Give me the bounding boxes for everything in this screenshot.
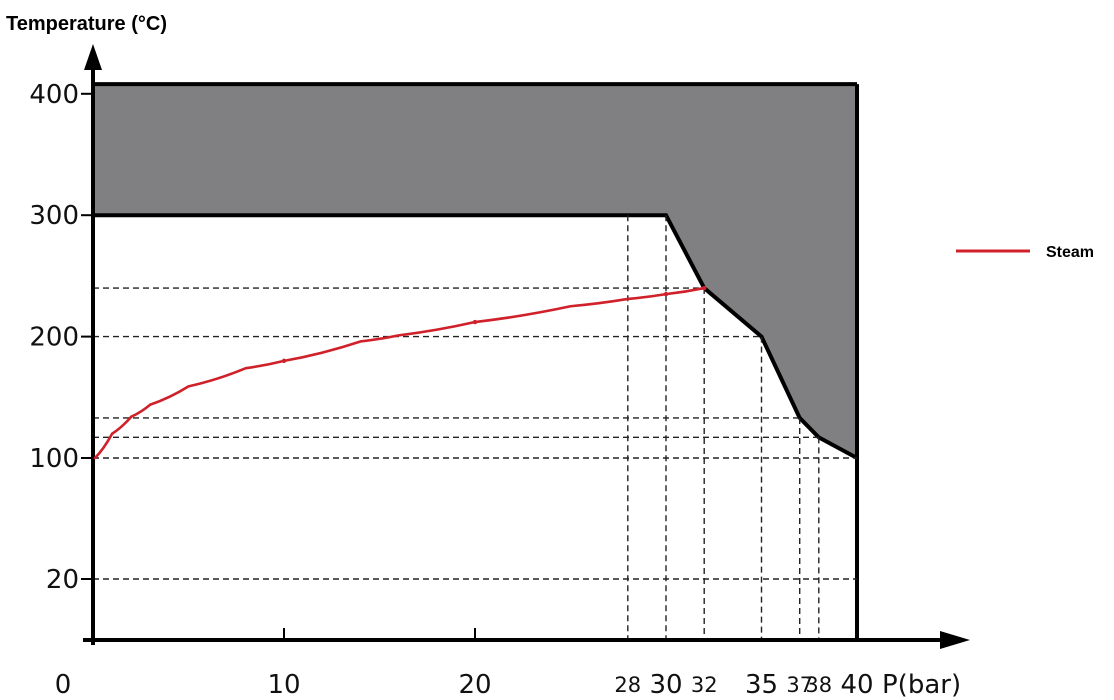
x-tick-label-32: 32	[691, 673, 718, 697]
y-tick-label-300: 300	[29, 201, 79, 231]
x-tick-label-30: 30	[649, 670, 682, 700]
y-tick-label-20: 20	[46, 565, 79, 595]
x-axis-title: P(bar)	[882, 670, 961, 700]
limit-region	[93, 82, 859, 640]
series-point	[472, 319, 478, 325]
y-tick-label-100: 100	[29, 444, 79, 474]
x-tick-label-10: 10	[267, 670, 300, 700]
limit-region-fill	[93, 84, 857, 458]
series-point	[281, 358, 287, 364]
y-axis-title: Temperature (°C)	[6, 13, 167, 35]
x-tick-label-20: 20	[458, 670, 491, 700]
y-tick-label-400: 400	[29, 80, 79, 110]
y-axis-arrow	[84, 44, 102, 70]
series-line-steam	[93, 286, 706, 460]
x-tick-label-38: 38	[805, 673, 832, 697]
x-tick-label-37: 37	[786, 673, 813, 697]
x-tick-label-28: 28	[614, 673, 641, 697]
x-tick-label-0: 0	[55, 670, 72, 700]
reference-lines	[93, 215, 857, 640]
legend-label-steam: Steam	[1046, 244, 1094, 261]
x-axis-arrow	[940, 631, 970, 649]
series-point	[663, 291, 669, 297]
y-tick-label-200: 200	[29, 323, 79, 353]
x-tick-label-40: 40	[840, 670, 873, 700]
x-tick-label-35: 35	[745, 670, 778, 700]
legend: Steam	[956, 244, 1094, 261]
series-layer	[93, 285, 707, 460]
series-point	[702, 285, 707, 291]
axes	[81, 44, 970, 649]
